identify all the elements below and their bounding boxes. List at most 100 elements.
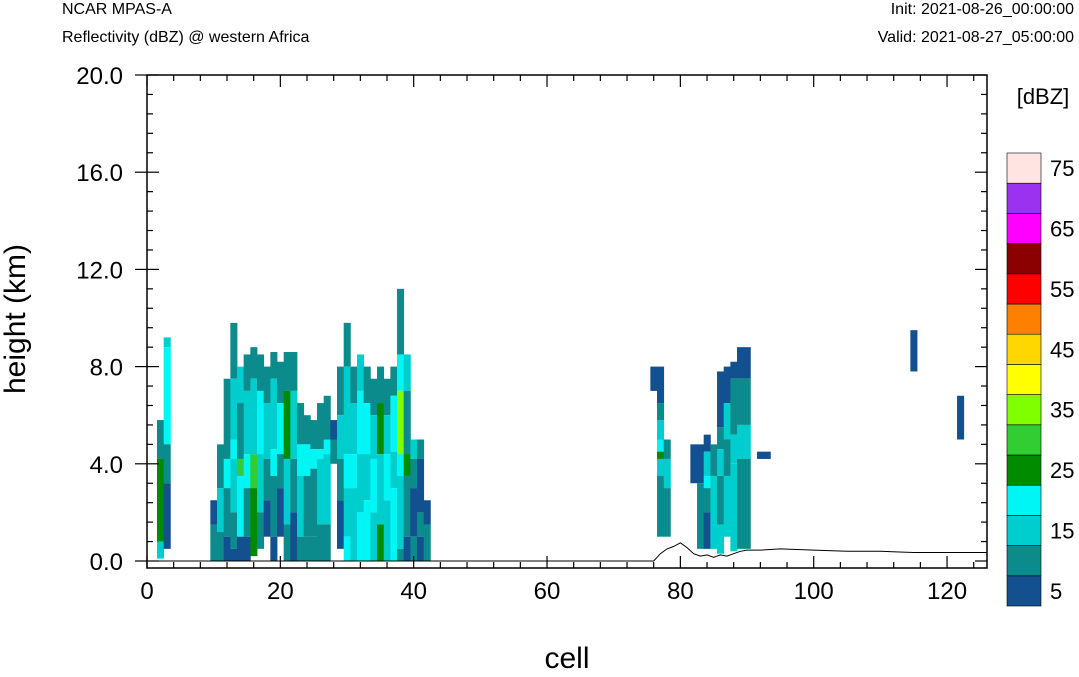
reflectivity-cell [363, 454, 371, 501]
reflectivity-cell [377, 454, 385, 525]
reflectivity-cell [703, 451, 711, 476]
reflectivity-cell [403, 536, 411, 561]
reflectivity-cell [223, 536, 231, 561]
reflectivity-cell [277, 403, 285, 455]
reflectivity-cell [297, 444, 305, 476]
reflectivity-cell [403, 390, 411, 455]
reflectivity-cell [743, 458, 751, 549]
colorbar-label: 75 [1050, 156, 1074, 181]
reflectivity-cell [223, 488, 231, 537]
reflectivity-cell [237, 366, 245, 404]
reflectivity-cell [397, 548, 405, 561]
terrain-line [147, 542, 987, 562]
reflectivity-cell [323, 439, 331, 455]
reflectivity-cell [317, 524, 325, 561]
reflectivity-cell [310, 449, 318, 469]
reflectivity-cell [697, 444, 705, 484]
reflectivity-cell [357, 390, 365, 455]
reflectivity-cell [230, 548, 238, 561]
reflectivity-cell [323, 454, 331, 525]
colorbar-label: 25 [1050, 458, 1074, 483]
reflectivity-cell [730, 378, 738, 435]
reflectivity-cell [337, 415, 345, 459]
reflectivity-cell [283, 390, 291, 459]
colorbar-label: 45 [1050, 337, 1074, 362]
reflectivity-cell [350, 403, 358, 455]
reflectivity-cell [723, 475, 731, 537]
x-tick-label: 80 [667, 578, 694, 605]
y-tick-label: 8.0 [90, 355, 123, 382]
reflectivity-cell [257, 354, 265, 391]
reflectivity-cell [323, 395, 331, 440]
reflectivity-cell [357, 354, 365, 391]
reflectivity-cell [370, 512, 378, 561]
reflectivity-cell [290, 512, 298, 561]
reflectivity-cell [717, 524, 725, 554]
reflectivity-cell [390, 451, 398, 489]
colorbar-swatch [1006, 213, 1042, 244]
colorbar-label: 55 [1050, 277, 1074, 302]
reflectivity-cell [270, 352, 278, 379]
reflectivity-cell [743, 347, 751, 379]
reflectivity-cell [703, 475, 711, 489]
colorbar-label: 15 [1050, 519, 1074, 544]
model-title: NCAR MPAS-A [62, 1, 172, 18]
reflectivity-cell [383, 415, 391, 455]
reflectivity-cell [243, 536, 251, 561]
reflectivity-cell [717, 449, 725, 476]
reflectivity-cell [303, 444, 311, 476]
reflectivity-cell [303, 536, 311, 561]
reflectivity-cell [417, 536, 425, 561]
reflectivity-cell [217, 444, 225, 489]
reflectivity-cell [657, 475, 665, 537]
reflectivity-cell [283, 524, 291, 561]
reflectivity-cell [350, 454, 358, 489]
reflectivity-cell [657, 403, 665, 421]
reflectivity-cell [390, 488, 398, 561]
reflectivity-cell [743, 424, 751, 459]
reflectivity-cell [303, 475, 311, 537]
reflectivity-cell [237, 475, 245, 537]
reflectivity-cell [737, 458, 745, 549]
reflectivity-cell [343, 488, 351, 537]
reflectivity-cell [283, 458, 291, 525]
colorbar-swatch [1006, 424, 1042, 456]
colorbar-swatch [1006, 454, 1042, 486]
y-tick-labels: 0.0 4.0 8.0 12.0 16.0 20.0 [76, 63, 123, 576]
reflectivity-cell [403, 354, 411, 391]
reflectivity-cell [317, 458, 325, 525]
reflectivity-cell [417, 439, 425, 459]
reflectivity-cell [237, 536, 245, 561]
reflectivity-cell [297, 475, 305, 537]
reflectivity-cell [257, 454, 265, 513]
reflectivity-cell [417, 458, 425, 513]
y-tick-label: 0.0 [90, 549, 123, 576]
colorbar-label: 5 [1050, 579, 1062, 604]
colorbar-label: 65 [1050, 217, 1074, 242]
reflectivity-cell [250, 378, 258, 455]
axis-ticks [135, 74, 987, 568]
x-tick-label: 120 [927, 578, 967, 605]
reflectivity-cell [230, 439, 238, 459]
reflectivity-cell [397, 288, 405, 355]
x-tick-labels: 0 20 40 60 80 100 120 [140, 578, 967, 605]
reflectivity-cell [163, 347, 171, 445]
reflectivity-cell [217, 488, 225, 532]
reflectivity-cell [363, 403, 371, 455]
colorbar-labels: 5 15 25 35 45 55 65 75 [1050, 156, 1074, 604]
reflectivity-cell [657, 458, 665, 476]
reflectivity-cell [397, 454, 405, 476]
reflectivity-cell [723, 366, 731, 404]
reflectivity-cell [663, 458, 671, 489]
reflectivity-cell [390, 395, 398, 452]
reflectivity-cell [663, 439, 671, 459]
y-tick-label: 20.0 [76, 63, 123, 90]
reflectivity-cell [423, 524, 431, 561]
reflectivity-cell [397, 390, 405, 455]
reflectivity-cell [237, 403, 245, 459]
reflectivity-cell [350, 366, 358, 404]
y-tick-label: 12.0 [76, 257, 123, 284]
reflectivity-cell [410, 439, 418, 459]
reflectivity-cell [263, 366, 271, 404]
